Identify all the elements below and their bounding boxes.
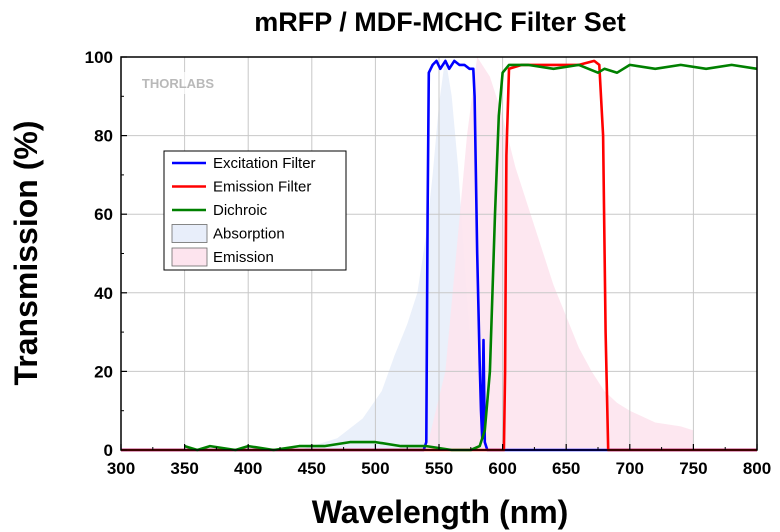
x-tick-label: 750	[679, 459, 707, 478]
y-tick-label: 60	[94, 205, 113, 224]
axis-ticks: 300 350 400 450 500 550 600 650 700 750 800 0 20 40 60…	[85, 48, 772, 478]
legend-label-excitation-filter: Excitation Filter	[213, 155, 316, 172]
excitation-filter-line	[121, 59, 757, 452]
logo-text: THORLABS	[142, 76, 215, 91]
legend-swatch-emission	[171, 247, 208, 267]
y-tick-label: 80	[94, 127, 113, 146]
thorlabs-logo: THORLABS	[127, 72, 229, 94]
legend-label-absorption: Absorption	[213, 226, 285, 243]
filter-lines	[121, 59, 758, 452]
x-tick-label: 800	[743, 459, 771, 478]
y-tick-label: 100	[85, 48, 113, 67]
y-tick-label: 0	[104, 441, 113, 460]
x-tick-label: 500	[361, 459, 389, 478]
grid-lines	[121, 57, 757, 450]
legend-swatch-absorption	[171, 224, 208, 243]
dichroic-line	[184, 63, 758, 452]
legend-label-emission-filter: Emission Filter	[213, 179, 311, 196]
absorption-area	[299, 57, 490, 450]
legend-label-emission: Emission	[213, 249, 274, 266]
y-axis-label: Transmission (%)	[8, 121, 44, 386]
emission-filter-line	[121, 59, 757, 452]
y-tick-label: 20	[94, 362, 113, 381]
x-axis-label: Wavelength (nm)	[312, 494, 569, 530]
spectra-areas	[299, 57, 694, 450]
chart-title: mRFP / MDF-MCHC Filter Set	[254, 7, 626, 37]
emission-area	[426, 57, 694, 450]
legend-label-dichroic: Dichroic	[213, 202, 268, 219]
x-tick-label: 650	[552, 459, 580, 478]
x-tick-label: 550	[425, 459, 453, 478]
logo-backdrop	[127, 72, 229, 94]
y-tick-label: 40	[94, 284, 113, 303]
x-tick-label: 700	[616, 459, 644, 478]
x-tick-label: 350	[170, 459, 198, 478]
legend: Excitation Filter Emission Filter Dichroic…	[163, 150, 347, 271]
x-tick-label: 450	[298, 459, 326, 478]
x-tick-label: 600	[488, 459, 516, 478]
x-tick-label: 400	[234, 459, 262, 478]
x-tick-label: 300	[107, 459, 135, 478]
